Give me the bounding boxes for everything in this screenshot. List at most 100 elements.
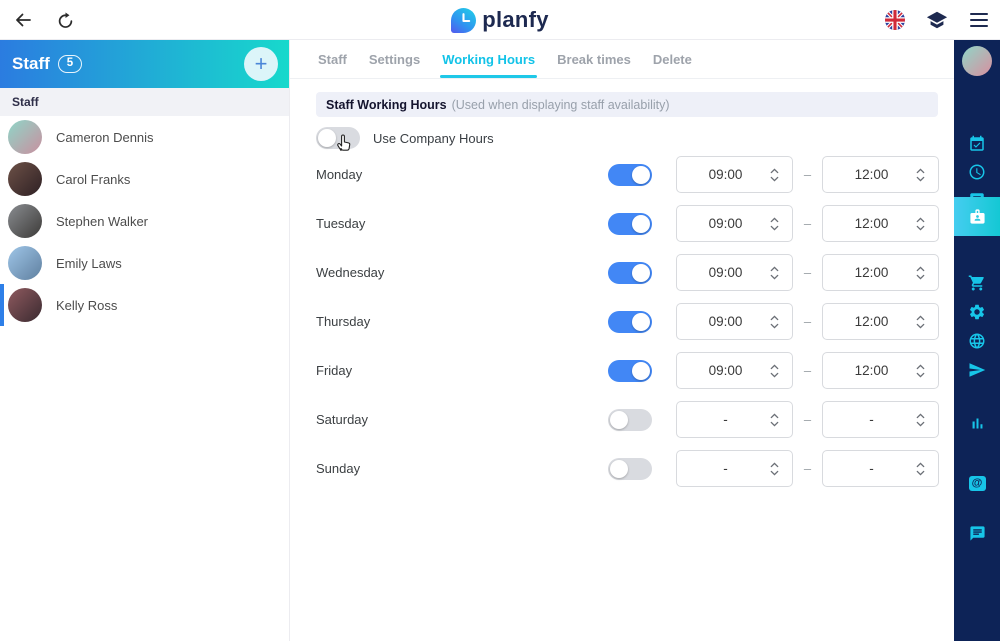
time-stepper-icon[interactable]	[770, 363, 779, 378]
tab-break-times[interactable]: Break times	[557, 52, 631, 67]
time-range-separator: –	[803, 412, 812, 427]
time-stepper-icon[interactable]	[770, 314, 779, 329]
end-time-value[interactable]	[827, 216, 916, 231]
start-time-value[interactable]	[681, 363, 770, 378]
start-time-input-saturday[interactable]	[676, 401, 793, 438]
staff-list-item[interactable]: Emily Laws	[0, 242, 289, 284]
day-toggle-sunday[interactable]	[608, 457, 652, 480]
start-time-value[interactable]	[681, 461, 770, 476]
time-stepper-icon[interactable]	[916, 167, 925, 182]
learning-cap-icon[interactable]	[926, 9, 948, 31]
start-time-value[interactable]	[681, 412, 770, 427]
avatar	[8, 120, 42, 154]
top-bar: planfy	[0, 0, 1000, 40]
day-label: Monday	[316, 167, 363, 182]
day-label: Friday	[316, 363, 353, 378]
staff-name: Emily Laws	[56, 255, 122, 271]
planfy-logo-icon	[451, 7, 477, 33]
end-time-value[interactable]	[827, 265, 916, 280]
staff-list-item[interactable]: Carol Franks	[0, 158, 289, 200]
staff-list-item[interactable]: Cameron Dennis	[0, 116, 289, 158]
clock-icon[interactable]	[954, 157, 1000, 187]
end-time-input-monday[interactable]	[822, 156, 939, 193]
day-toggle-friday[interactable]	[608, 359, 652, 382]
day-row-friday: Friday –	[290, 346, 954, 395]
start-time-input-monday[interactable]	[676, 156, 793, 193]
start-time-input-wednesday[interactable]	[676, 254, 793, 291]
calendar-icon[interactable]	[954, 129, 1000, 159]
start-time-input-tuesday[interactable]	[676, 205, 793, 242]
use-company-hours-row: Use Company Hours	[290, 126, 954, 150]
staff-count-badge: 5	[57, 54, 83, 74]
language-flag-icon[interactable]	[884, 9, 906, 31]
back-icon[interactable]	[12, 9, 34, 31]
cart-icon[interactable]	[954, 268, 1000, 298]
staff-badge-icon-active[interactable]	[954, 197, 1000, 236]
menu-hamburger-icon[interactable]	[968, 9, 990, 31]
end-time-value[interactable]	[827, 167, 916, 182]
use-company-hours-toggle[interactable]	[316, 127, 360, 149]
tab-delete[interactable]: Delete	[652, 52, 692, 67]
working-hours-section-header: Staff Working Hours (Used when displayin…	[316, 92, 938, 117]
time-stepper-icon[interactable]	[770, 461, 779, 476]
end-time-value[interactable]	[827, 363, 916, 378]
day-toggle-monday[interactable]	[608, 163, 652, 186]
time-stepper-icon[interactable]	[916, 314, 925, 329]
start-time-value[interactable]	[681, 167, 770, 182]
time-stepper-icon[interactable]	[916, 216, 925, 231]
start-time-input-sunday[interactable]	[676, 450, 793, 487]
start-time-input-thursday[interactable]	[676, 303, 793, 340]
bar-chart-icon[interactable]	[954, 408, 1000, 438]
time-stepper-icon[interactable]	[770, 265, 779, 280]
staff-list-item-selected[interactable]: Kelly Ross	[0, 284, 289, 326]
send-icon[interactable]	[954, 355, 1000, 385]
time-stepper-icon[interactable]	[916, 412, 925, 427]
day-toggle-wednesday[interactable]	[608, 261, 652, 284]
chat-icon[interactable]	[954, 518, 1000, 548]
staff-name: Cameron Dennis	[56, 129, 154, 145]
time-range-separator: –	[803, 314, 812, 329]
start-time-value[interactable]	[681, 265, 770, 280]
tab-staff[interactable]: Staff	[318, 52, 347, 67]
tab-working-hours[interactable]: Working Hours	[440, 52, 538, 78]
end-time-input-thursday[interactable]	[822, 303, 939, 340]
time-stepper-icon[interactable]	[770, 412, 779, 427]
end-time-input-friday[interactable]	[822, 352, 939, 389]
time-stepper-icon[interactable]	[770, 167, 779, 182]
day-toggle-saturday[interactable]	[608, 408, 652, 431]
time-stepper-icon[interactable]	[916, 461, 925, 476]
use-company-hours-label: Use Company Hours	[373, 130, 494, 146]
staff-list-item[interactable]: Stephen Walker	[0, 200, 289, 242]
add-staff-button[interactable]: +	[244, 47, 278, 81]
start-time-value[interactable]	[681, 314, 770, 329]
staff-name: Stephen Walker	[56, 213, 149, 229]
start-time-input-friday[interactable]	[676, 352, 793, 389]
day-label: Wednesday	[316, 265, 385, 280]
time-stepper-icon[interactable]	[916, 363, 925, 378]
end-time-input-tuesday[interactable]	[822, 205, 939, 242]
end-time-value[interactable]	[827, 461, 916, 476]
day-toggle-thursday[interactable]	[608, 310, 652, 333]
tab-settings[interactable]: Settings	[368, 52, 421, 67]
planfy-logo: planfy	[0, 0, 1000, 40]
end-time-input-wednesday[interactable]	[822, 254, 939, 291]
day-row-tuesday: Tuesday –	[290, 199, 954, 248]
end-time-value[interactable]	[827, 412, 916, 427]
day-row-sunday: Sunday –	[290, 444, 954, 493]
day-toggle-tuesday[interactable]	[608, 212, 652, 235]
end-time-value[interactable]	[827, 314, 916, 329]
time-stepper-icon[interactable]	[770, 216, 779, 231]
time-stepper-icon[interactable]	[916, 265, 925, 280]
settings-gear-icon[interactable]	[954, 297, 1000, 327]
time-range-separator: –	[803, 363, 812, 378]
start-time-value[interactable]	[681, 216, 770, 231]
staff-sidebar-header: Staff 5 +	[0, 40, 289, 88]
end-time-input-saturday[interactable]	[822, 401, 939, 438]
user-avatar[interactable]	[962, 46, 992, 76]
globe-icon[interactable]	[954, 326, 1000, 356]
end-time-input-sunday[interactable]	[822, 450, 939, 487]
day-row-wednesday: Wednesday –	[290, 248, 954, 297]
staff-name: Carol Franks	[56, 171, 131, 187]
refresh-icon[interactable]	[54, 9, 76, 31]
wallet-at-icon[interactable]: @	[954, 468, 1000, 498]
